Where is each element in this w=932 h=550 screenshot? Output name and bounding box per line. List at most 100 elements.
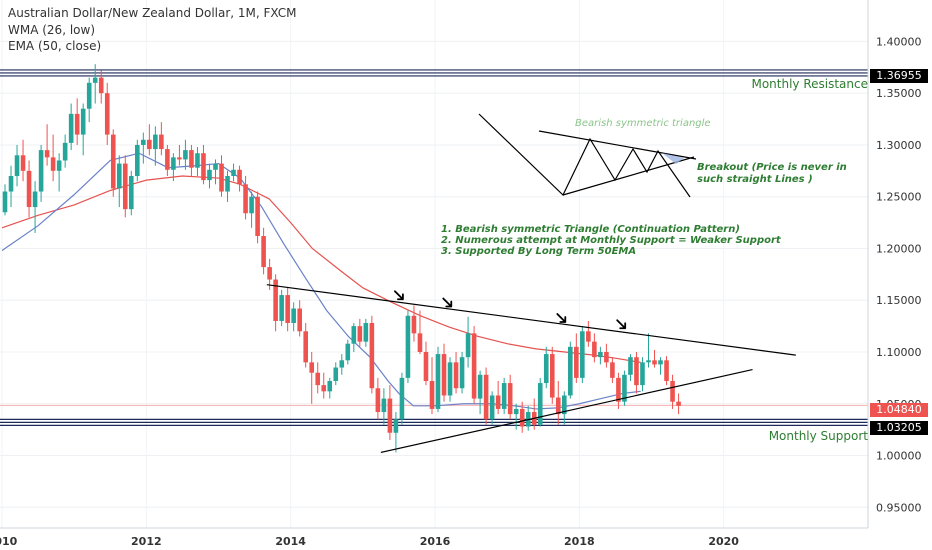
candle-body	[357, 326, 363, 342]
candle-body	[159, 134, 164, 150]
candle-body	[580, 331, 585, 378]
down-arrow-icon	[394, 290, 404, 301]
candle-body	[549, 354, 555, 398]
candle-body	[495, 395, 501, 409]
ema-path	[1, 175, 641, 363]
candle-body	[261, 236, 266, 268]
down-arrow-icon	[616, 319, 627, 330]
down-arrow-icon	[442, 297, 453, 308]
candle-body	[195, 153, 200, 168]
y-tick-label: 1.35000	[876, 87, 922, 100]
x-tick-label: 2016	[420, 535, 451, 548]
note-3: 3. Supported By Long Term 50EMA	[441, 246, 636, 257]
candle-body	[201, 153, 206, 181]
candle-body	[646, 360, 651, 363]
candle-body	[333, 367, 339, 381]
resistance-price-label: 1.36955	[870, 69, 928, 83]
candle-body	[309, 362, 315, 373]
x-tick-label: 2020	[708, 535, 739, 548]
candle-body	[381, 398, 387, 413]
last-price-label: 1.04840	[870, 403, 928, 417]
candle-body	[327, 380, 333, 392]
candle-body	[86, 82, 92, 109]
candle-body	[153, 134, 158, 150]
candle-body	[586, 331, 591, 342]
chart-title: Australian Dollar/New Zealand Dollar, 1M…	[8, 6, 297, 20]
note-1: 1. Bearish symmetric Triangle (Continuat…	[441, 224, 740, 235]
candle-body	[477, 374, 483, 399]
candle-body	[622, 374, 627, 402]
candle-body	[676, 401, 681, 406]
candles	[2, 64, 681, 453]
candle-body	[652, 360, 657, 365]
candle-body	[14, 155, 20, 176]
candle-body	[423, 352, 429, 381]
y-axis-ticks: 0.950001.000001.050001.100001.150001.200…	[876, 35, 922, 514]
ema-line	[1, 175, 641, 363]
grid	[0, 0, 868, 528]
breakout-text-line-1: Breakout (Price is never in	[697, 162, 847, 173]
candle-body	[519, 408, 525, 427]
candle-body	[598, 352, 603, 358]
x-axis-ticks: 2010 2012 2014 2016 2018 2020	[0, 535, 739, 548]
candle-body	[177, 157, 182, 160]
candle-body	[165, 149, 170, 170]
candle-body	[56, 160, 62, 171]
candle-body	[393, 419, 399, 433]
candle-body	[249, 196, 254, 214]
candle-body	[135, 144, 140, 176]
candle-body	[291, 308, 296, 324]
candle-body	[489, 395, 495, 420]
candle-body	[189, 150, 194, 168]
axes	[0, 0, 869, 529]
candle-body	[604, 352, 609, 363]
candle-body	[279, 295, 284, 321]
candle-body	[555, 397, 561, 415]
candle-body	[634, 357, 639, 386]
candle-body	[321, 385, 327, 392]
candle-body	[574, 346, 579, 378]
y-tick-label: 1.10000	[876, 346, 922, 359]
candle-body	[122, 163, 128, 210]
trendlines	[266, 284, 796, 454]
down-arrow-icon	[556, 313, 567, 323]
x-tick-label: 2010	[0, 535, 18, 548]
y-tick-label: 1.15000	[876, 294, 922, 307]
candle-body	[640, 362, 645, 386]
candle-body	[141, 139, 146, 145]
candle-body	[568, 346, 573, 396]
candle-body	[171, 157, 176, 170]
candle-body	[471, 333, 477, 399]
y-tick-label: 1.30000	[876, 139, 922, 152]
candle-body	[507, 383, 513, 415]
candle-body	[670, 380, 675, 402]
candle-body	[207, 169, 212, 181]
candle-body	[375, 388, 381, 413]
candle-body	[351, 326, 357, 344]
candle-body	[417, 333, 423, 352]
arrows	[394, 290, 627, 330]
indicator-ema-label: EMA (50, close)	[8, 39, 102, 53]
y-tick-label: 1.40000	[876, 35, 922, 48]
candle-body	[435, 354, 441, 409]
y-tick-label: 1.25000	[876, 191, 922, 204]
candle-body	[50, 157, 56, 171]
candle-body	[411, 315, 417, 334]
x-tick-label: 2018	[564, 535, 595, 548]
candle-body	[399, 377, 405, 420]
candle-body	[32, 191, 38, 208]
candle-body	[267, 267, 272, 280]
candle-body	[465, 333, 471, 358]
candle-body	[183, 150, 188, 160]
y-tick-label: 1.20000	[876, 242, 922, 255]
breakout-marker-icon	[662, 153, 684, 164]
x-tick-label: 2014	[275, 535, 306, 548]
candle-body	[74, 113, 80, 135]
candle-body	[2, 191, 8, 213]
candle-body	[219, 163, 224, 192]
candle-body	[92, 77, 98, 83]
note-2: 2. Numerous attempt at Monthly Support =…	[441, 235, 782, 246]
candle-body	[38, 150, 44, 192]
candle-body	[592, 341, 597, 358]
